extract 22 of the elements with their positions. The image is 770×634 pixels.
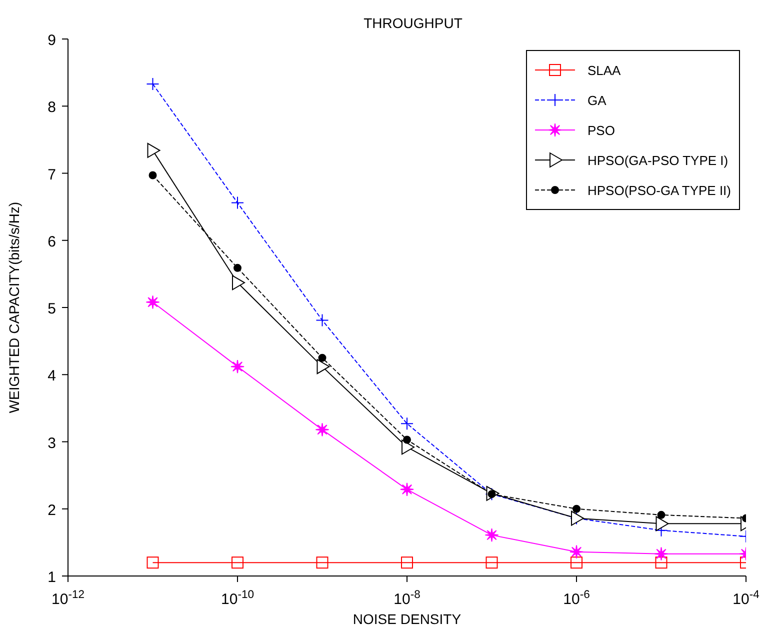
y-tick-label: 2	[48, 502, 56, 519]
legend-label: SLAA	[587, 62, 621, 78]
y-tick-label: 6	[48, 233, 56, 250]
chart-title: THROUGHPUT	[364, 15, 463, 31]
y-tick-label: 1	[48, 569, 56, 586]
legend-label: HPSO(GA-PSO TYPE I)	[587, 152, 728, 168]
legend-label: HPSO(PSO-GA TYPE II)	[587, 182, 731, 198]
y-tick-label: 5	[48, 300, 56, 318]
y-axis-title: WEIGHTED CAPACITY(bits/s/Hz)	[6, 202, 22, 414]
legend-label: GA	[587, 92, 606, 108]
x-tick-label: 10$^{-10}$	[221, 589, 254, 608]
y-tick-label: 3	[48, 434, 56, 452]
y-tick-label: 8	[48, 99, 56, 116]
x-tick-label: 10$^{-12}$	[52, 589, 84, 608]
x-axis-title: NOISE DENSITY	[352, 611, 462, 627]
y-tick-label: 7	[48, 166, 56, 184]
y-tick-label: 9	[48, 32, 56, 49]
y-tick-label: 4	[48, 368, 56, 385]
legend-label: PSO	[587, 122, 615, 138]
x-tick-label: 10$^{-6}$	[563, 589, 590, 608]
x-tick-label: 10$^{-8}$	[394, 589, 420, 608]
x-tick-label: 10$^{-4}$	[732, 589, 760, 608]
